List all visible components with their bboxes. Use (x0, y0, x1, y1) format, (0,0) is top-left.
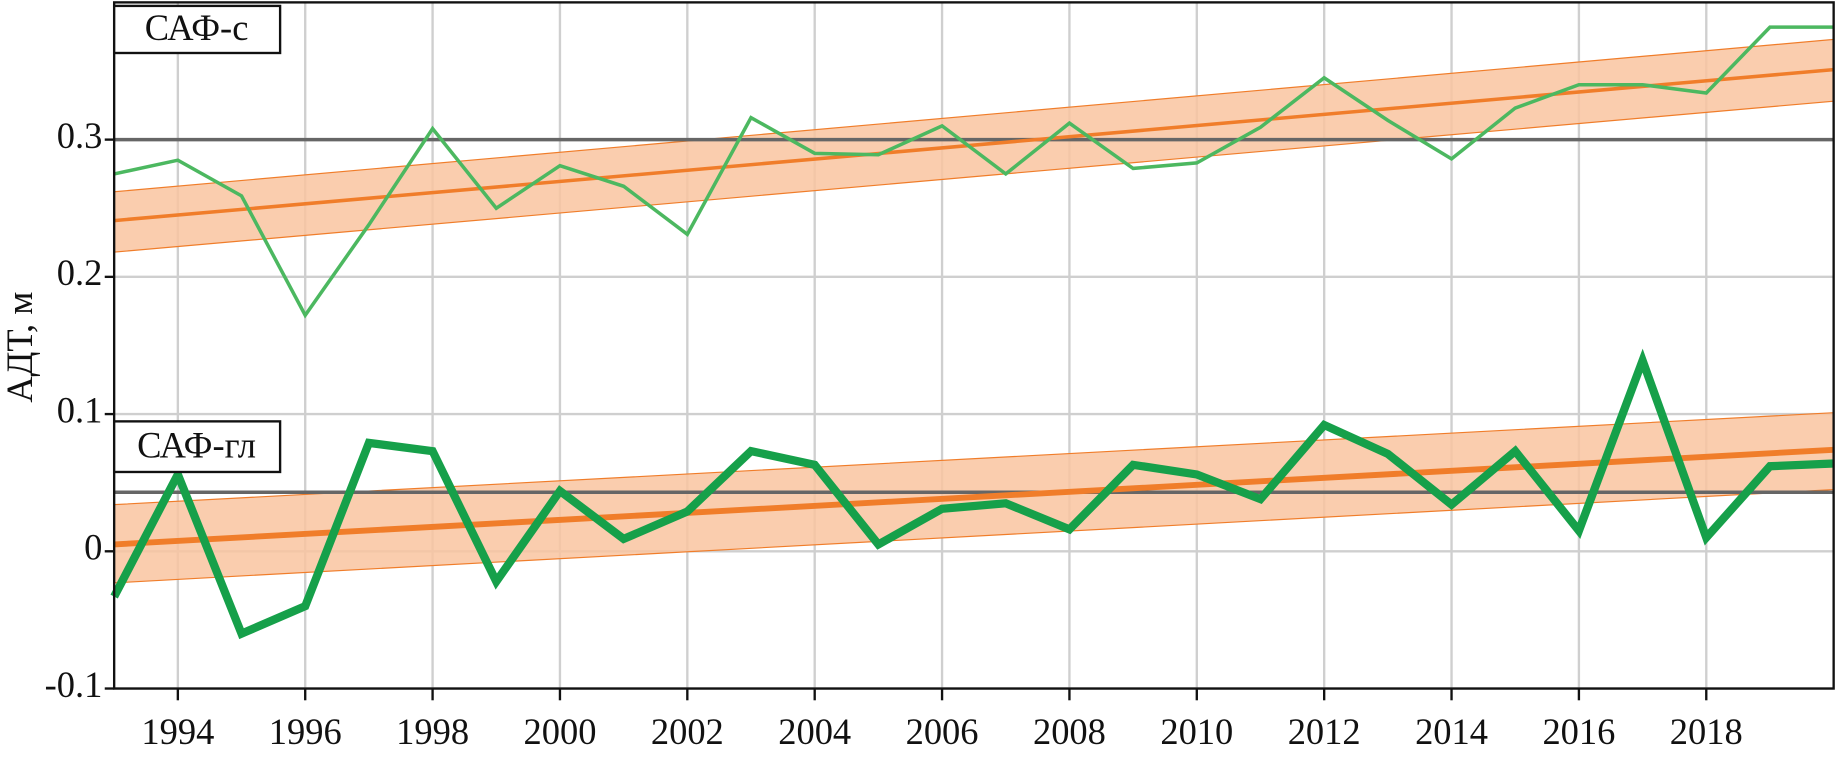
x-tick-label: 2010 (1160, 711, 1233, 752)
x-tick-label: 1996 (269, 711, 342, 752)
x-tick-label: 2008 (1033, 711, 1106, 752)
y-tick-label: 0.1 (57, 389, 103, 430)
series-label: САФ-с (145, 7, 249, 48)
y-tick-label: 0 (84, 527, 102, 568)
y-tick-label: -0.1 (45, 664, 103, 705)
x-tick-label: 2006 (906, 711, 979, 752)
series-label-box (112, 420, 282, 474)
x-tick-label: 1994 (141, 711, 214, 752)
x-tick-label: 2012 (1288, 711, 1361, 752)
y-axis-label: АДТ, м (0, 292, 40, 403)
series-label: САФ-гл (137, 424, 256, 465)
trend-line (114, 67, 1834, 223)
x-tick-label: 2000 (523, 711, 596, 752)
x-tick-label: 2016 (1542, 711, 1615, 752)
data-line (110, 348, 1834, 640)
series-label-box (112, 4, 282, 55)
y-tick-label: 0.2 (57, 252, 103, 293)
x-tick-label: 2018 (1670, 711, 1743, 752)
y-tick-label: 0.3 (57, 115, 103, 156)
x-tick-label: 1998 (396, 711, 469, 752)
x-tick-label: 2014 (1415, 711, 1488, 752)
x-tick-label: 2002 (651, 711, 724, 752)
x-tick-label: 2004 (778, 711, 851, 752)
data-line (113, 25, 1834, 319)
trend-line (113, 446, 1834, 548)
plot-frame (112, 1, 1835, 690)
